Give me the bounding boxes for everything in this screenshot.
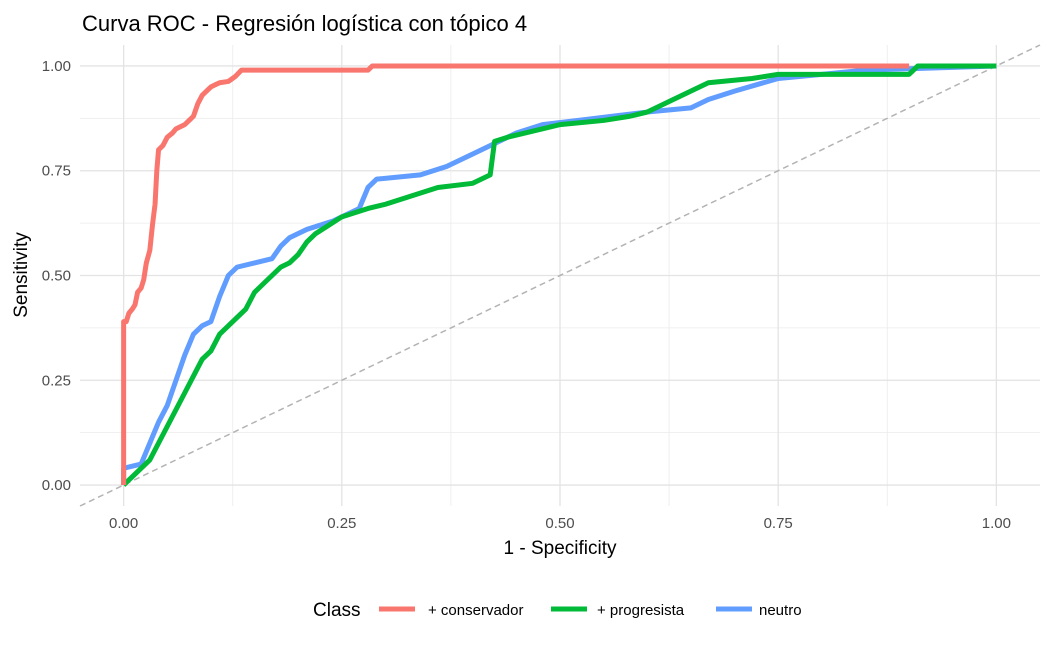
y-tick-label: 0.25 — [42, 372, 71, 389]
plot-panel — [79, 44, 1041, 507]
chart-title: Curva ROC - Regresión logística con tópi… — [82, 11, 527, 36]
x-axis-title: 1 - Specificity — [504, 538, 617, 559]
y-tick-label: 0.50 — [42, 268, 71, 285]
roc-series-line — [121, 63, 910, 486]
legend-label: + conservador — [428, 602, 523, 619]
y-tick-label: 0.00 — [42, 477, 71, 494]
y-tick-label: 1.00 — [42, 58, 71, 75]
x-tick-label: 0.25 — [327, 515, 356, 532]
y-tick-label: 0.75 — [42, 163, 71, 180]
x-tick-label: 1.00 — [982, 515, 1011, 532]
y-axis-ticks: 0.00 0.25 0.50 0.75 1.00 — [42, 58, 71, 494]
diagonal-reference-line — [79, 44, 1041, 507]
x-tick-label: 0.50 — [545, 515, 574, 532]
legend-label: neutro — [759, 602, 802, 619]
x-tick-label: 0.75 — [764, 515, 793, 532]
legend-title: Class — [313, 600, 361, 621]
legend: Class + conservador + progresista neutro — [313, 600, 802, 621]
x-axis-ticks: 0.00 0.25 0.50 0.75 1.00 — [109, 515, 1011, 532]
series-layer — [121, 63, 997, 487]
x-tick-label: 0.00 — [109, 515, 138, 532]
roc-series-line — [121, 63, 997, 487]
legend-items: + conservador + progresista neutro — [379, 602, 802, 619]
y-axis-title: Sensitivity — [11, 232, 32, 318]
legend-label: + progresista — [597, 602, 685, 619]
